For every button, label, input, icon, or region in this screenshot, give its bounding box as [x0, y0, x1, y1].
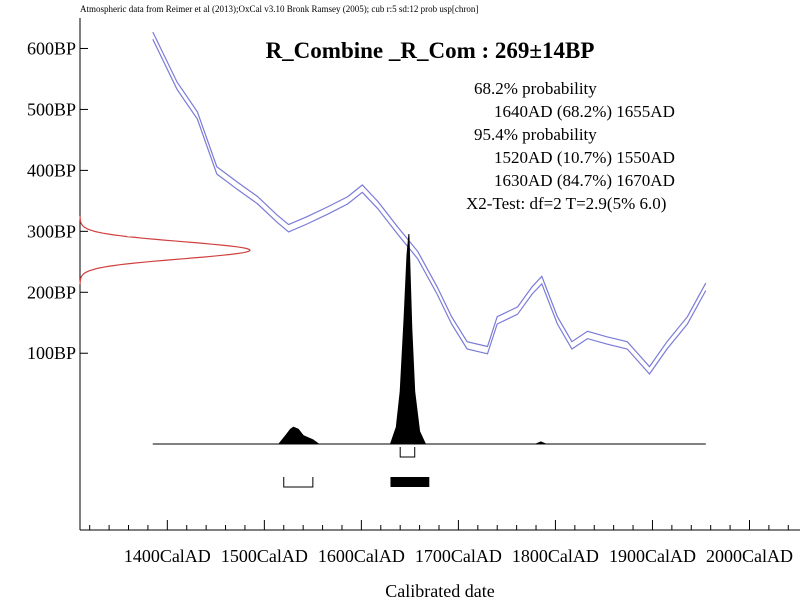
- header: Atmospheric data from Reimer et al (2013…: [80, 4, 478, 14]
- calibration-curve-lower: [152, 39, 707, 375]
- x-tick-label: 1400CalAD: [124, 546, 211, 566]
- range-to: 1550AD: [616, 148, 675, 167]
- x-tick-label: 1900CalAD: [609, 546, 696, 566]
- y-tick-label: 400BP: [27, 160, 76, 180]
- range-to: 1655AD: [616, 102, 675, 121]
- range-text: 1630AD (84.7%) 1670AD: [494, 171, 675, 190]
- x-tick-label: 2000CalAD: [706, 546, 793, 566]
- range-to: 1670AD: [616, 171, 675, 190]
- y-tick-label: 500BP: [27, 99, 76, 119]
- range-text: 1640AD (68.2%) 1655AD: [494, 102, 675, 121]
- range-percent: (10.7%): [557, 148, 612, 167]
- x-tick-label: 1500CalAD: [221, 546, 308, 566]
- range-from: 1630AD: [494, 171, 553, 190]
- range-bracket: [283, 477, 314, 488]
- test-result: X2-Test: df=2 T=2.9(5% 6.0): [466, 194, 666, 213]
- range-bar: [390, 477, 430, 487]
- x-tick-label: 1700CalAD: [415, 546, 502, 566]
- chart-title: R_Combine _R_Com : 269±14BP: [266, 38, 595, 63]
- calibration-curve-upper: [152, 31, 707, 368]
- range-percent: (84.7%): [557, 171, 612, 190]
- radiocarbon-distribution: [79, 216, 251, 285]
- x-tick-label: 1800CalAD: [512, 546, 599, 566]
- range-from: 1520AD: [494, 148, 553, 167]
- y-tick-label: 300BP: [27, 221, 76, 241]
- posterior-distribution: [152, 233, 706, 445]
- y-tick-label: 600BP: [27, 38, 76, 58]
- x-tick-label: 1600CalAD: [318, 546, 405, 566]
- y-tick-label: 200BP: [27, 282, 76, 302]
- y-tick-label: 100BP: [27, 343, 76, 363]
- x-axis-label: Calibrated date: [385, 581, 494, 601]
- probability-heading: 68.2% probability: [474, 79, 597, 98]
- range-text: 1520AD (10.7%) 1550AD: [494, 148, 675, 167]
- range-bracket: [399, 447, 416, 458]
- probability-heading: 95.4% probability: [474, 125, 597, 144]
- range-percent: (68.2%): [557, 102, 612, 121]
- range-from: 1640AD: [494, 102, 553, 121]
